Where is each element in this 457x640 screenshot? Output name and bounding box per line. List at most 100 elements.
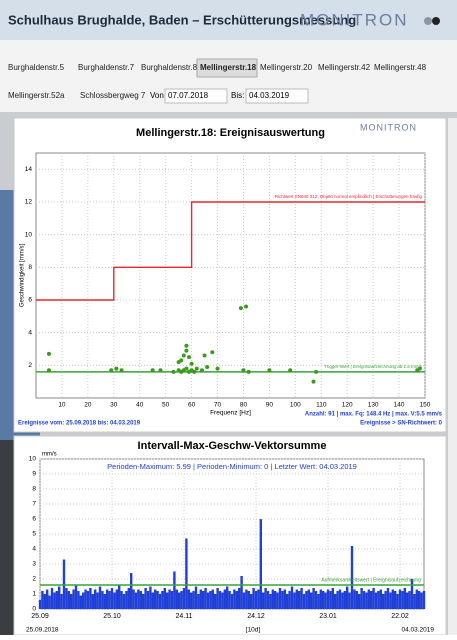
chart-title: Intervall-Max-Geschw-Vektorsumme [138, 440, 327, 452]
bar [370, 591, 372, 609]
bar [360, 588, 362, 609]
bar [423, 591, 425, 609]
bar [305, 591, 307, 609]
bar [248, 591, 250, 609]
y-tick-label: 1 [32, 591, 36, 598]
bar [245, 590, 247, 610]
nav-tab[interactable]: Mellingerstr.52a [8, 91, 65, 100]
y-tick-label: 9 [32, 471, 36, 478]
bar [204, 588, 206, 609]
scrollbar [448, 118, 457, 635]
bar [58, 587, 60, 610]
y-tick-label: 8 [28, 264, 32, 271]
data-point [216, 367, 220, 371]
y-axis-label: Geschwindigkeit [mm/s] [20, 243, 26, 307]
bar [207, 593, 209, 610]
bar [255, 591, 257, 609]
data-point [203, 354, 207, 358]
date-value[interactable]: 07.07.2018 [168, 91, 209, 100]
bar [166, 593, 168, 610]
bar [161, 591, 163, 609]
bar [296, 590, 298, 610]
bar [348, 593, 350, 610]
bar [92, 594, 94, 609]
bar [236, 591, 238, 609]
nav-tab[interactable]: Mellingerstr.48 [374, 63, 427, 72]
bar [272, 590, 274, 610]
bar [416, 590, 418, 610]
nav-tab[interactable]: Burghaldenstr.8 [141, 63, 198, 72]
bar [152, 593, 154, 610]
bar [106, 590, 108, 610]
data-point [171, 370, 175, 374]
bar [411, 579, 413, 609]
line-label: Richtwert SN640 312: Objekt normal empfi… [275, 194, 423, 199]
bar [327, 590, 329, 610]
x-range-label: 25.09.2018 [26, 627, 59, 634]
x-tick-label: 140 [394, 402, 405, 409]
bar [156, 591, 158, 609]
bar [315, 591, 317, 609]
plot-area [36, 153, 425, 398]
y-tick-label: 7 [32, 501, 36, 508]
x-tick-label: 22.02 [391, 613, 409, 620]
data-point [47, 352, 51, 356]
data-point [192, 370, 196, 374]
bar [178, 593, 180, 610]
x-tick-label: 130 [368, 402, 379, 409]
bar [65, 588, 67, 609]
nav-tab[interactable]: Mellingerstr.42 [318, 63, 371, 72]
bar [384, 591, 386, 609]
bar [41, 591, 43, 609]
bar [113, 593, 115, 610]
bar [399, 590, 401, 610]
nav-tab[interactable]: Burghaldenstr.7 [78, 63, 135, 72]
bar [382, 594, 384, 609]
line-label: Aufmerksamkeitswert | Ereignisaufzeichnu… [321, 577, 421, 583]
chart-title: Mellingerstr.18: Ereignisauswertung [136, 127, 325, 139]
data-point [200, 368, 204, 372]
bar [149, 587, 151, 610]
bar [70, 594, 72, 609]
bar [250, 594, 252, 609]
y-tick-label: 6 [32, 516, 36, 523]
bar [60, 594, 62, 609]
bar [377, 591, 379, 609]
bar [281, 591, 283, 609]
bar [142, 594, 144, 609]
bar [320, 590, 322, 610]
bar [353, 590, 355, 610]
nav-tab[interactable]: Mellingerstr.20 [260, 63, 313, 72]
y-tick-label: 0 [32, 606, 36, 613]
bar [312, 588, 314, 609]
bar [168, 590, 170, 610]
bar [118, 585, 120, 609]
data-point [187, 355, 191, 359]
nav-tab[interactable]: Schlossbergweg 7 [80, 91, 146, 100]
data-point [120, 368, 124, 372]
x-range-label: [10d] [246, 627, 261, 634]
bar [190, 593, 192, 610]
bar [111, 588, 113, 609]
bar [188, 590, 190, 610]
bar [44, 594, 46, 609]
nav-tab[interactable]: Burghaldenstr.5 [8, 63, 65, 72]
bar [51, 588, 53, 609]
bar [291, 587, 293, 610]
bar [339, 590, 341, 610]
y-tick-label: 14 [25, 166, 33, 173]
x-tick-label: 100 [290, 402, 301, 409]
y-tick-label: 8 [32, 486, 36, 493]
footer-text: Anzahl: 91 | max. Fq: 148.4 Hz | max. V:… [305, 412, 443, 418]
bar [257, 590, 259, 610]
date-value[interactable]: 04.03.2019 [249, 91, 290, 100]
bar [173, 572, 175, 610]
nav-tab[interactable]: Mellingerstr.18 [200, 63, 257, 72]
x-tick-label: 60 [188, 402, 196, 409]
bar [303, 594, 305, 609]
bar [308, 590, 310, 610]
data-point [210, 350, 214, 354]
y-tick-label: 4 [28, 329, 32, 336]
bar [84, 590, 86, 610]
bar [125, 591, 127, 609]
